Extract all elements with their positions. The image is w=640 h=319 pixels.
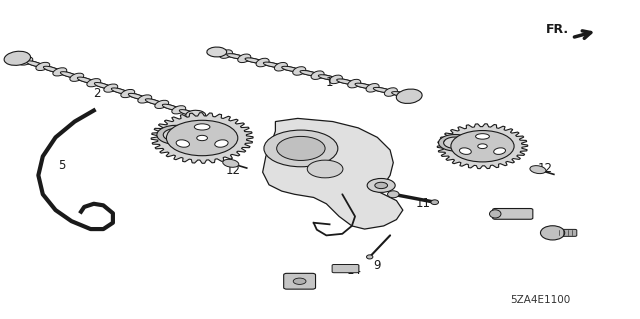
Ellipse shape [138,95,152,103]
Text: 9: 9 [374,259,381,272]
Circle shape [477,144,487,149]
Ellipse shape [227,54,243,59]
Ellipse shape [318,75,335,80]
Text: 8: 8 [303,277,311,290]
Ellipse shape [392,92,408,97]
Circle shape [307,160,343,178]
Text: 4: 4 [211,144,219,157]
Ellipse shape [311,71,324,79]
Ellipse shape [121,89,134,98]
Ellipse shape [70,73,84,81]
Ellipse shape [77,77,93,83]
Ellipse shape [292,67,306,75]
Text: 7: 7 [551,226,558,239]
Ellipse shape [245,58,262,63]
Text: 5: 5 [58,159,66,172]
Ellipse shape [540,226,564,240]
Ellipse shape [330,75,342,84]
Text: 13: 13 [175,139,190,152]
Ellipse shape [53,68,67,76]
Ellipse shape [530,166,546,174]
Text: 6: 6 [520,207,527,220]
Circle shape [375,182,388,189]
Ellipse shape [366,84,379,92]
Text: 3: 3 [482,137,490,150]
Ellipse shape [337,79,353,84]
Ellipse shape [19,57,33,65]
Ellipse shape [396,89,422,103]
Text: 2: 2 [93,86,100,100]
Ellipse shape [300,70,317,76]
Ellipse shape [163,104,178,110]
Ellipse shape [490,210,501,218]
Circle shape [293,278,306,285]
Ellipse shape [172,106,186,114]
FancyBboxPatch shape [493,209,533,219]
Ellipse shape [256,58,269,67]
Ellipse shape [44,66,60,72]
Ellipse shape [355,83,372,88]
Polygon shape [437,124,528,169]
FancyBboxPatch shape [284,273,316,289]
Text: 1: 1 [326,76,333,89]
Ellipse shape [215,140,228,147]
Ellipse shape [460,148,471,154]
Ellipse shape [111,88,127,94]
Ellipse shape [223,159,239,167]
Ellipse shape [493,148,506,154]
Ellipse shape [275,63,287,71]
Ellipse shape [94,83,110,88]
Ellipse shape [367,255,373,259]
Ellipse shape [104,84,118,92]
Ellipse shape [263,62,280,67]
Ellipse shape [476,134,490,139]
Text: 12: 12 [225,164,240,177]
Text: 10: 10 [373,178,388,191]
Ellipse shape [431,200,438,204]
Circle shape [166,120,238,156]
Ellipse shape [385,88,397,96]
Polygon shape [262,118,403,229]
Ellipse shape [26,61,42,67]
Ellipse shape [145,99,161,105]
Ellipse shape [195,124,210,130]
Ellipse shape [373,87,390,93]
Ellipse shape [179,110,195,115]
Text: 12: 12 [538,162,552,175]
Ellipse shape [155,100,169,108]
Text: 14: 14 [346,264,361,277]
Text: FR.: FR. [546,23,569,36]
Ellipse shape [282,66,298,71]
Ellipse shape [388,191,399,198]
Circle shape [264,130,338,167]
Ellipse shape [207,47,227,57]
Ellipse shape [60,72,76,78]
Text: 5ZA4E1100: 5ZA4E1100 [509,295,570,305]
Ellipse shape [237,54,251,63]
Text: 11: 11 [416,197,431,210]
Ellipse shape [176,140,189,147]
Circle shape [451,130,514,162]
FancyBboxPatch shape [544,229,577,236]
FancyBboxPatch shape [332,264,359,273]
Ellipse shape [87,78,100,87]
Text: 13: 13 [452,134,468,147]
Ellipse shape [348,79,361,88]
Circle shape [367,178,395,192]
Circle shape [276,137,325,160]
Ellipse shape [220,50,232,58]
Ellipse shape [4,51,31,65]
Circle shape [196,135,207,141]
Ellipse shape [129,93,144,99]
Ellipse shape [186,110,205,120]
Polygon shape [151,113,253,163]
Ellipse shape [36,62,50,70]
